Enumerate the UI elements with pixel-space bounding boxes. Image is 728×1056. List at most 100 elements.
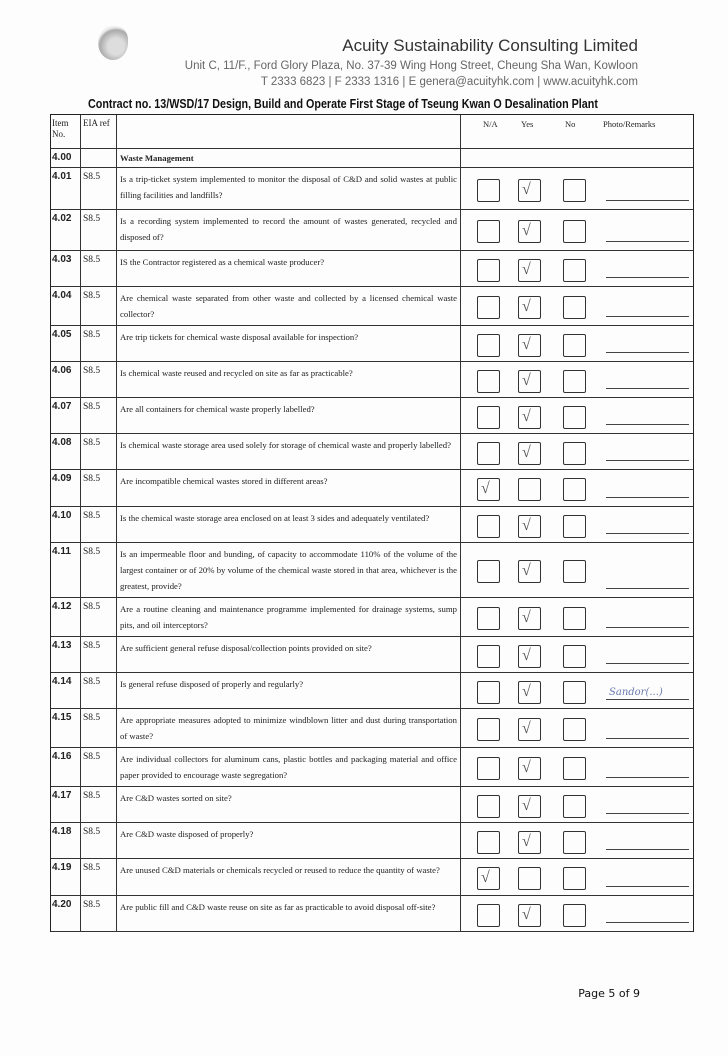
checkbox-na[interactable] [477,258,500,282]
checkbox-no[interactable] [563,830,586,854]
remarks-line[interactable] [606,738,689,739]
checkmark-icon: √ [522,443,531,461]
eia-ref: S8.5 [81,637,117,672]
checkbox-na[interactable] [477,369,500,393]
checkbox-yes[interactable]: √ [518,718,541,741]
checkbox-na[interactable] [477,514,500,538]
item-number: 4.11 [51,543,81,597]
checkbox-na[interactable] [477,405,500,429]
checkbox-na[interactable] [477,220,500,243]
checkbox-na[interactable] [477,333,500,357]
checkbox-yes[interactable]: √ [518,258,541,282]
remarks-line[interactable] [606,460,689,461]
checkbox-na[interactable] [477,757,500,780]
remarks-line[interactable] [606,200,689,201]
remarks-line[interactable] [606,922,689,923]
checkbox-na[interactable] [477,903,500,927]
checkbox-na[interactable] [477,607,500,630]
checkbox-na[interactable] [477,644,500,668]
checkbox-no[interactable] [563,405,586,429]
checkbox-na[interactable] [477,830,500,854]
checkbox-yes[interactable]: √ [518,680,541,704]
checkbox-yes[interactable]: √ [518,514,541,538]
address-line: Unit C, 11/F., Ford Glory Plaza, No. 37-… [184,60,638,72]
checkbox-yes[interactable]: √ [518,405,541,429]
checkbox-na[interactable] [477,794,500,818]
checkbox-yes[interactable]: √ [518,220,541,243]
checkbox-na[interactable] [477,680,500,704]
checkmark-icon: √ [481,480,490,497]
item-number: 4.02 [51,210,81,250]
item-number: 4.15 [51,709,81,747]
checkmark-icon: √ [522,720,531,737]
checkbox-no[interactable] [563,607,586,630]
checkbox-no[interactable] [563,258,586,282]
checkbox-na[interactable] [477,178,500,202]
checkbox-yes[interactable]: √ [518,903,541,927]
item-number: 4.03 [51,251,81,286]
checkbox-yes[interactable]: √ [518,607,541,630]
remarks-line[interactable] [606,849,689,850]
checkbox-no[interactable] [563,178,586,202]
section-item: 4.00 [51,149,81,167]
remarks-line[interactable] [606,627,689,628]
checkbox-na[interactable] [477,560,500,583]
answer-cell: √ [461,210,693,250]
remarks-line[interactable] [606,777,689,778]
checkbox-no[interactable] [563,296,586,319]
checkbox-yes[interactable]: √ [518,794,541,818]
item-number: 4.16 [51,748,81,786]
checkbox-no[interactable] [563,903,586,927]
remarks-line[interactable] [606,533,689,534]
answer-cell: √ [461,598,693,636]
checkbox-yes[interactable]: √ [518,757,541,780]
checkbox-na[interactable]: √ [477,867,500,890]
remarks-line[interactable] [606,352,689,353]
remarks-line[interactable] [606,699,689,700]
remarks-line[interactable] [606,277,689,278]
checkbox-yes[interactable]: √ [518,369,541,393]
checkbox-no[interactable] [563,369,586,393]
checkbox-no[interactable] [563,794,586,818]
checkbox-yes[interactable]: √ [518,560,541,583]
remarks-line[interactable] [606,241,689,242]
remarks-line[interactable] [606,316,689,317]
checkbox-no[interactable] [563,560,586,583]
question-text: Are incompatible chemical wastes stored … [117,470,461,506]
checkbox-yes[interactable] [518,478,541,501]
checkbox-no[interactable] [563,680,586,704]
checkbox-no[interactable] [563,757,586,780]
remarks-line[interactable] [606,497,689,498]
checkbox-yes[interactable]: √ [518,178,541,202]
remarks-line[interactable] [606,663,689,664]
remarks-line[interactable] [606,813,689,814]
checkbox-no[interactable] [563,478,586,501]
header-eia: EIA ref [81,115,117,148]
checkbox-yes[interactable] [518,867,541,890]
checkbox-no[interactable] [563,644,586,668]
remarks-line[interactable] [606,886,689,887]
remarks-line[interactable] [606,388,689,389]
checkbox-yes[interactable]: √ [518,296,541,319]
checkbox-no[interactable] [563,718,586,741]
checkbox-na[interactable]: √ [477,478,500,501]
checkbox-no[interactable] [563,220,586,243]
checkbox-no[interactable] [563,333,586,357]
question-text: Are unused C&D materials or chemicals re… [117,859,461,895]
checkbox-no[interactable] [563,514,586,538]
checkbox-yes[interactable]: √ [518,644,541,668]
checkbox-yes[interactable]: √ [518,441,541,465]
checkbox-no[interactable] [563,441,586,465]
checkbox-na[interactable] [477,441,500,465]
checkbox-yes[interactable]: √ [518,830,541,854]
item-number: 4.04 [51,287,81,325]
checkbox-na[interactable] [477,718,500,741]
checkbox-no[interactable] [563,867,586,890]
answer-cell: √ [461,251,693,286]
remarks-line[interactable] [606,424,689,425]
checkbox-na[interactable] [477,296,500,319]
answer-cell: √ [461,470,693,506]
checkbox-yes[interactable]: √ [518,333,541,357]
remarks-line[interactable] [606,588,689,589]
eia-ref: S8.5 [81,543,117,597]
